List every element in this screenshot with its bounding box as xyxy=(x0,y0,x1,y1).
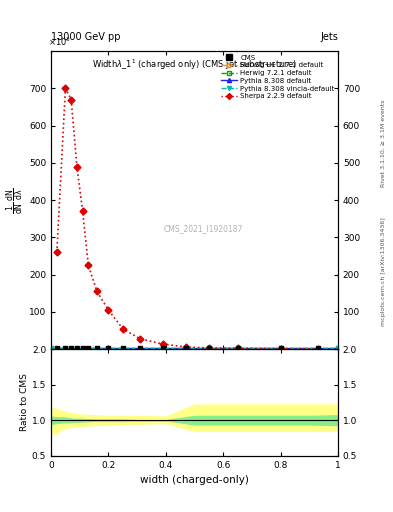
Y-axis label: $\mathregular{\frac{1}{\mathrm{d}N}\,\frac{\mathrm{d}N}{\mathrm{d}\lambda}}$: $\mathregular{\frac{1}{\mathrm{d}N}\,\fr… xyxy=(5,187,26,214)
Text: Rivet 3.1.10, ≥ 3.1M events: Rivet 3.1.10, ≥ 3.1M events xyxy=(381,100,386,187)
Text: Width$\lambda\_1^1$ (charged only) (CMS jet substructure): Width$\lambda\_1^1$ (charged only) (CMS … xyxy=(92,57,297,72)
Text: $\times 10^3$: $\times 10^3$ xyxy=(48,36,71,48)
Text: Jets: Jets xyxy=(320,32,338,42)
Text: CMS_2021_I1920187: CMS_2021_I1920187 xyxy=(163,224,243,233)
Legend: CMS, Herwig++ 2.7.1 default, Herwig 7.2.1 default, Pythia 8.308 default, Pythia : CMS, Herwig++ 2.7.1 default, Herwig 7.2.… xyxy=(221,55,334,99)
X-axis label: width (charged-only): width (charged-only) xyxy=(140,475,249,485)
Text: 13000 GeV pp: 13000 GeV pp xyxy=(51,32,121,42)
Text: mcplots.cern.ch [arXiv:1306.3436]: mcplots.cern.ch [arXiv:1306.3436] xyxy=(381,217,386,326)
Y-axis label: Ratio to CMS: Ratio to CMS xyxy=(20,374,29,432)
